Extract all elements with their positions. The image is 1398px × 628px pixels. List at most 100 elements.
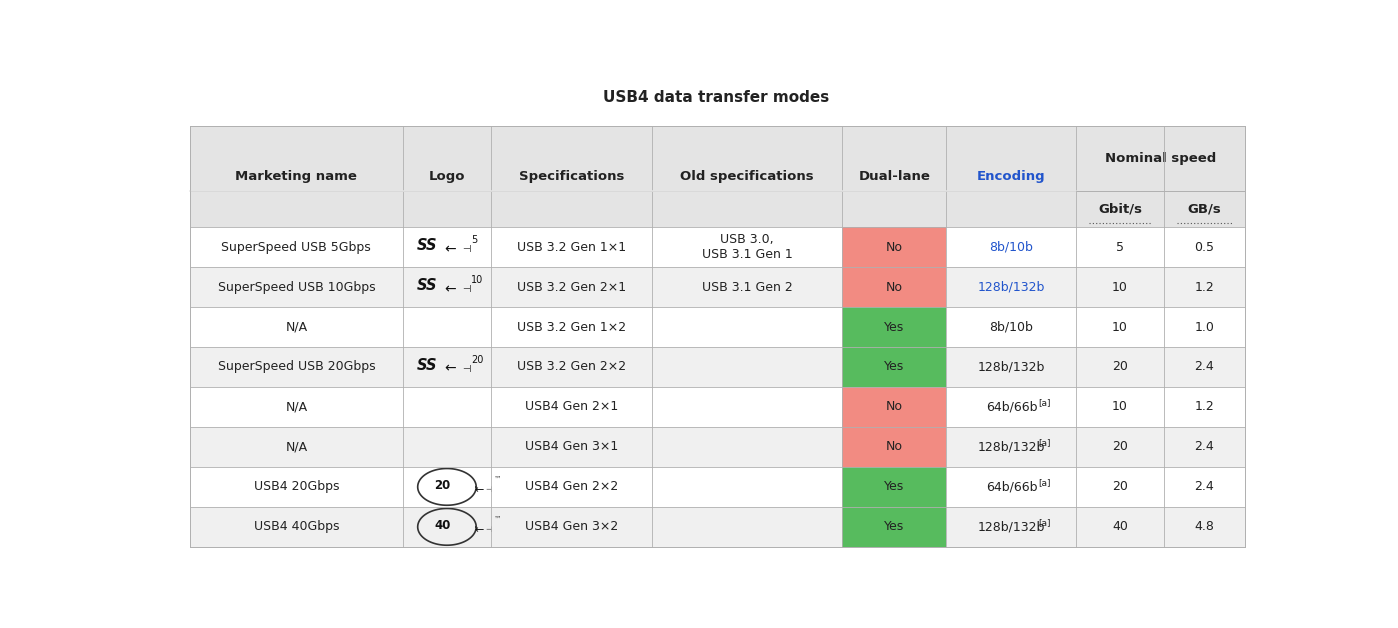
Bar bbox=[491, 347, 651, 387]
Bar bbox=[491, 307, 651, 347]
Text: SuperSpeed USB 20Gbps: SuperSpeed USB 20Gbps bbox=[218, 360, 375, 374]
Text: USB4 Gen 3×1: USB4 Gen 3×1 bbox=[524, 440, 618, 453]
Text: 8b/10b: 8b/10b bbox=[990, 241, 1033, 254]
Bar bbox=[190, 467, 403, 507]
Bar bbox=[403, 126, 491, 227]
Text: USB 3.1 Gen 2: USB 3.1 Gen 2 bbox=[702, 281, 793, 293]
Text: Marketing name: Marketing name bbox=[235, 170, 358, 183]
Bar bbox=[403, 387, 491, 427]
Bar bbox=[946, 227, 1076, 267]
Bar bbox=[491, 126, 651, 227]
Text: N/A: N/A bbox=[285, 401, 308, 413]
Text: ™: ™ bbox=[493, 514, 500, 524]
Text: Specifications: Specifications bbox=[519, 170, 624, 183]
Text: Encoding: Encoding bbox=[977, 170, 1046, 183]
Text: USB 3.2 Gen 2×2: USB 3.2 Gen 2×2 bbox=[517, 360, 626, 374]
Text: ←: ← bbox=[474, 485, 484, 495]
Bar bbox=[1076, 347, 1163, 387]
Text: 20: 20 bbox=[1113, 440, 1128, 453]
Bar bbox=[1163, 267, 1246, 307]
Text: USB4 Gen 3×2: USB4 Gen 3×2 bbox=[524, 521, 618, 533]
Text: 64b/66b: 64b/66b bbox=[986, 480, 1037, 494]
Bar bbox=[842, 347, 946, 387]
Text: 0.5: 0.5 bbox=[1194, 241, 1215, 254]
Text: ⊣: ⊣ bbox=[463, 364, 471, 374]
Text: 8b/10b: 8b/10b bbox=[990, 320, 1033, 333]
Text: 128b/132b: 128b/132b bbox=[977, 360, 1046, 374]
Bar bbox=[1076, 467, 1163, 507]
Bar bbox=[946, 467, 1076, 507]
Text: 10: 10 bbox=[471, 275, 484, 285]
Text: USB4 40Gbps: USB4 40Gbps bbox=[253, 521, 340, 533]
Text: 1.2: 1.2 bbox=[1194, 281, 1215, 293]
Text: Gbit/s: Gbit/s bbox=[1097, 203, 1142, 216]
Bar bbox=[403, 427, 491, 467]
Bar bbox=[1076, 507, 1163, 547]
Text: 4.8: 4.8 bbox=[1194, 521, 1215, 533]
Text: ←: ← bbox=[445, 282, 456, 296]
Bar bbox=[491, 267, 651, 307]
Bar bbox=[190, 507, 403, 547]
Bar bbox=[946, 507, 1076, 547]
Text: 64b/66b: 64b/66b bbox=[986, 401, 1037, 413]
Bar bbox=[842, 507, 946, 547]
Text: 1.2: 1.2 bbox=[1194, 401, 1215, 413]
Bar bbox=[190, 126, 403, 227]
Text: Yes: Yes bbox=[884, 521, 905, 533]
Bar bbox=[1076, 192, 1163, 227]
Bar bbox=[1163, 387, 1246, 427]
Bar bbox=[491, 467, 651, 507]
Bar bbox=[651, 307, 842, 347]
Text: 40: 40 bbox=[1113, 521, 1128, 533]
Text: Logo: Logo bbox=[429, 170, 466, 183]
Text: 128b/132b: 128b/132b bbox=[977, 521, 1046, 533]
Text: Old specifications: Old specifications bbox=[681, 170, 814, 183]
Bar bbox=[651, 467, 842, 507]
Text: USB 3.2 Gen 1×1: USB 3.2 Gen 1×1 bbox=[517, 241, 626, 254]
Text: Nominal speed: Nominal speed bbox=[1106, 152, 1216, 165]
Bar bbox=[1076, 427, 1163, 467]
Text: SuperSpeed USB 5Gbps: SuperSpeed USB 5Gbps bbox=[221, 241, 372, 254]
Bar bbox=[651, 347, 842, 387]
Text: GB/s: GB/s bbox=[1187, 203, 1222, 216]
Bar bbox=[1163, 467, 1246, 507]
Text: 40: 40 bbox=[435, 519, 450, 533]
Bar bbox=[491, 387, 651, 427]
Text: No: No bbox=[886, 241, 903, 254]
Bar bbox=[946, 427, 1076, 467]
Text: USB4 data transfer modes: USB4 data transfer modes bbox=[604, 90, 829, 105]
Text: USB 3.2 Gen 2×1: USB 3.2 Gen 2×1 bbox=[517, 281, 626, 293]
Text: 2.4: 2.4 bbox=[1194, 360, 1215, 374]
Bar bbox=[1163, 192, 1246, 227]
Text: USB 3.0,
USB 3.1 Gen 1: USB 3.0, USB 3.1 Gen 1 bbox=[702, 233, 793, 261]
Bar bbox=[491, 227, 651, 267]
Bar bbox=[651, 387, 842, 427]
Text: ⊣: ⊣ bbox=[485, 525, 492, 534]
Bar bbox=[491, 507, 651, 547]
Text: Yes: Yes bbox=[884, 320, 905, 333]
Text: [a]: [a] bbox=[1039, 399, 1051, 408]
Text: SS: SS bbox=[417, 357, 438, 372]
Bar bbox=[403, 467, 491, 507]
Bar bbox=[842, 467, 946, 507]
Text: [a]: [a] bbox=[1039, 438, 1051, 448]
Bar bbox=[403, 507, 491, 547]
Text: ⊣: ⊣ bbox=[463, 284, 471, 294]
Text: Dual-lane: Dual-lane bbox=[858, 170, 930, 183]
Bar bbox=[1163, 507, 1246, 547]
Text: [a]: [a] bbox=[1039, 519, 1051, 528]
Bar bbox=[946, 126, 1076, 227]
Text: ←: ← bbox=[474, 525, 484, 535]
Bar bbox=[1076, 267, 1163, 307]
Text: ™: ™ bbox=[493, 475, 500, 484]
Text: N/A: N/A bbox=[285, 320, 308, 333]
Text: 2.4: 2.4 bbox=[1194, 440, 1215, 453]
Text: No: No bbox=[886, 401, 903, 413]
Text: USB 3.2 Gen 1×2: USB 3.2 Gen 1×2 bbox=[517, 320, 626, 333]
Bar bbox=[842, 267, 946, 307]
Bar bbox=[842, 126, 946, 227]
Bar bbox=[946, 387, 1076, 427]
Bar bbox=[651, 126, 842, 227]
Bar bbox=[946, 347, 1076, 387]
Bar bbox=[651, 267, 842, 307]
